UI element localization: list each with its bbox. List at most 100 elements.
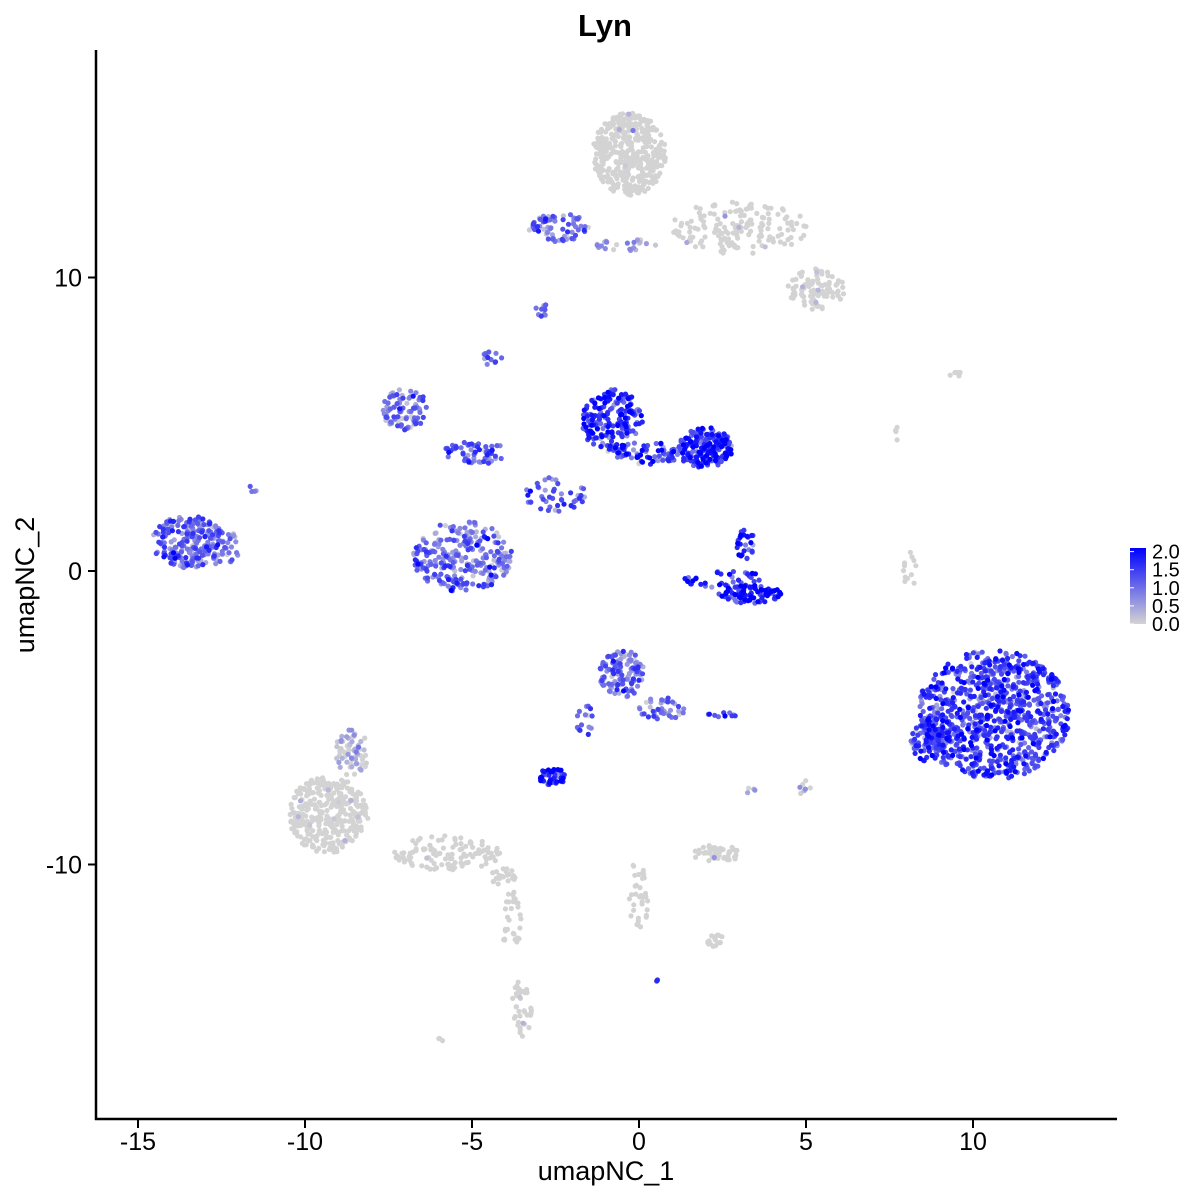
data-point [967,715,973,722]
data-point [680,450,686,456]
data-point [555,481,561,487]
data-point [429,834,435,840]
data-point [941,749,947,756]
data-point [1054,715,1060,722]
data-point [948,712,954,718]
data-point [743,224,749,231]
data-point [762,244,768,250]
data-point [629,147,635,153]
data-point [512,936,518,943]
data-point [385,400,391,406]
data-point [199,552,206,559]
data-point [917,712,924,719]
data-point [608,438,615,444]
data-point [1014,728,1020,734]
data-point [645,898,651,904]
data-point [911,557,917,564]
data-point [1008,716,1014,723]
data-point [1030,674,1036,680]
data-point [940,724,946,731]
data-point [572,232,579,238]
data-point [1029,749,1035,755]
data-point [541,768,547,775]
data-point [636,113,642,119]
data-point [288,801,294,808]
data-point [1019,735,1025,741]
data-point [400,395,406,401]
data-point [644,907,650,913]
data-point [438,571,444,577]
data-point [402,857,408,863]
data-point [528,1010,534,1016]
data-point [719,934,725,940]
data-point [1005,709,1011,715]
data-point [167,518,174,524]
data-point [628,455,635,461]
data-point [925,717,931,723]
data-point [202,533,208,540]
data-point [732,591,738,598]
data-point [661,141,668,147]
data-point [1032,753,1039,759]
data-point [645,121,651,127]
data-point [624,156,630,162]
x-tick-label: -15 [120,1128,156,1156]
data-point [1064,716,1070,722]
data-point [550,213,556,219]
data-point [499,355,505,361]
data-point [785,220,791,226]
data-point [518,916,524,922]
data-point [219,548,225,555]
data-point [997,664,1004,670]
data-point [576,495,583,501]
data-point [336,759,342,766]
data-point [738,208,744,214]
data-point [445,576,452,583]
data-point [639,875,646,882]
data-point [489,526,495,532]
data-point [721,224,728,230]
data-point [620,681,626,687]
data-point [725,585,732,591]
data-point [943,665,949,671]
data-point [1028,714,1034,720]
data-point [908,572,915,578]
data-point [533,305,539,311]
data-point [347,789,353,795]
data-point [589,422,595,428]
data-point [417,409,423,415]
data-point [708,425,714,431]
data-point [487,564,493,570]
data-point [1022,749,1028,755]
data-point [415,561,421,567]
data-point [484,361,490,367]
data-point [190,530,196,537]
data-point [957,738,963,744]
data-point [714,569,720,576]
data-point [184,531,190,537]
data-point [996,770,1002,776]
data-point [1021,771,1027,777]
data-point [920,708,926,715]
data-point [612,138,618,144]
data-point [542,487,548,493]
data-point [999,729,1005,735]
data-point [994,685,1000,691]
data-point [741,527,747,533]
data-point [315,790,321,796]
data-point [1040,726,1046,732]
data-point [445,861,451,868]
data-point [935,710,941,716]
data-point [945,752,951,759]
data-point [481,458,487,465]
data-point [944,761,950,767]
data-point [442,563,448,569]
data-point [770,239,777,245]
data-point [674,451,681,457]
data-point [491,565,497,571]
data-point [752,787,758,793]
data-point [688,439,694,445]
data-point [962,686,968,693]
data-point [650,180,656,186]
data-point [458,566,464,573]
